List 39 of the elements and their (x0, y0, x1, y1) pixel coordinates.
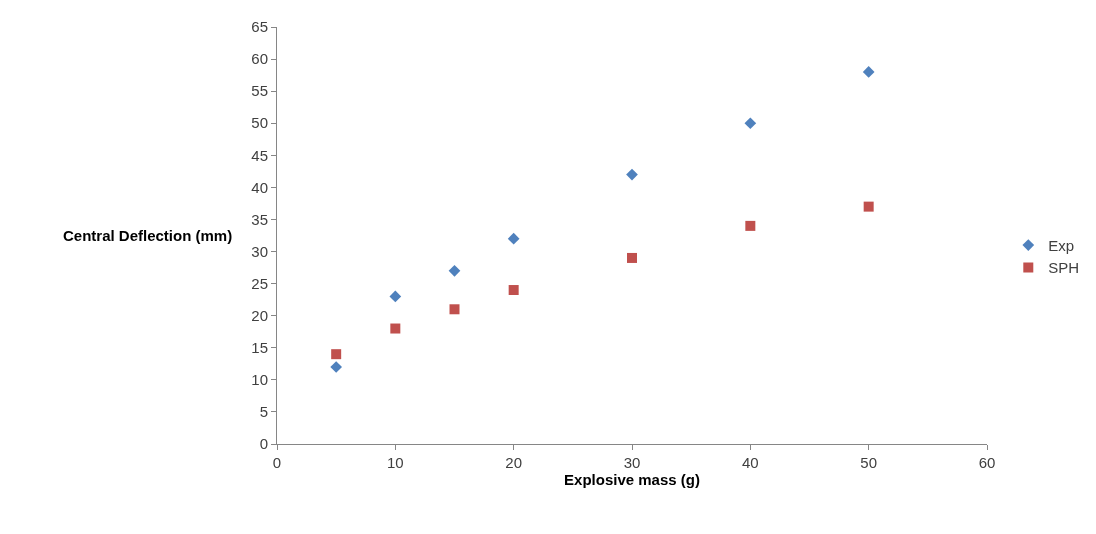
y-tick-label: 55 (251, 82, 268, 100)
point (863, 201, 874, 212)
point (330, 361, 343, 373)
y-tick-label: 65 (251, 18, 268, 36)
x-tick-label: 0 (272, 454, 282, 471)
y-tick-label: 40 (251, 178, 268, 196)
y-tick-label: 10 (251, 371, 268, 389)
point (389, 290, 402, 303)
x-axis-title: Explosive mass (g) (564, 471, 700, 488)
y-tick-label: 30 (251, 242, 268, 260)
point (390, 323, 401, 334)
point (745, 220, 756, 231)
y-tick-label: 20 (251, 306, 268, 324)
point (627, 252, 637, 263)
y-tick-label: 35 (251, 210, 268, 228)
y-tick-label: 45 (251, 146, 268, 164)
x-tick-label: 50 (860, 454, 878, 471)
point (626, 168, 638, 181)
y-tick-label: 60 (251, 50, 268, 68)
y-axis-title: Central Deflection (mm) (63, 227, 233, 244)
legend-label: Exp (1048, 236, 1075, 254)
point (448, 264, 461, 277)
point (507, 232, 520, 245)
y-tick-label: 50 (251, 114, 268, 132)
x-tick-label: 10 (386, 454, 404, 471)
x-tick-label: 60 (978, 454, 996, 471)
x-tick-label: 40 (741, 454, 759, 471)
point (744, 117, 757, 130)
y-tick-label: 15 (251, 339, 268, 357)
y-tick-label: 0 (259, 435, 268, 453)
point (449, 304, 460, 315)
point (508, 285, 519, 296)
point (331, 349, 342, 360)
y-tick-label: 5 (259, 403, 268, 421)
x-tick-label: 20 (505, 454, 523, 471)
y-tick-label: 25 (251, 274, 268, 292)
point (862, 66, 875, 78)
legend-label: SPH (1048, 259, 1080, 277)
x-tick-label: 30 (623, 454, 641, 471)
